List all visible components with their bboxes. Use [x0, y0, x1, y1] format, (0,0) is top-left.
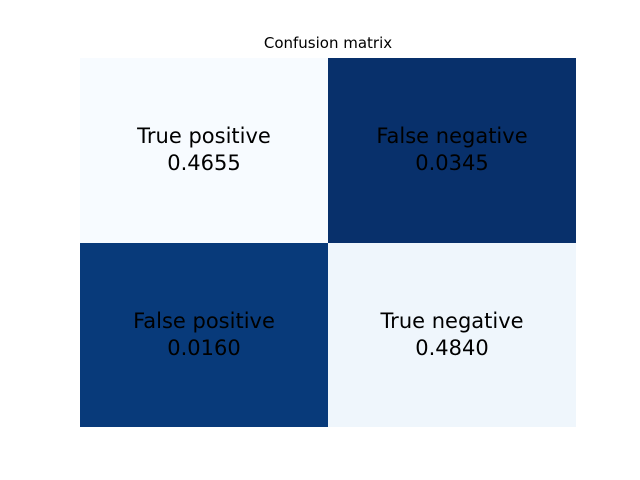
cell-value: 0.4840 — [415, 335, 489, 360]
cell-value: 0.0345 — [415, 151, 489, 176]
chart-title: Confusion matrix — [263, 34, 393, 52]
cell-label: True positive — [137, 124, 271, 149]
matrix-cell: True positive 0.4655 — [80, 58, 328, 243]
matrix-plot-area: True positive 0.4655 False negative 0.0345 F… — [80, 58, 576, 427]
cell-label: False positive — [133, 308, 275, 333]
cell-value: 0.0160 — [167, 335, 241, 360]
matrix-cell: False positive 0.0160 — [80, 242, 328, 427]
matrix-cell: False negative 0.0345 — [328, 58, 576, 243]
cell-label: False negative — [376, 124, 528, 149]
cell-label: True negative — [380, 308, 524, 333]
cell-value: 0.4655 — [167, 151, 241, 176]
matrix-cell: True negative 0.4840 — [328, 242, 576, 427]
